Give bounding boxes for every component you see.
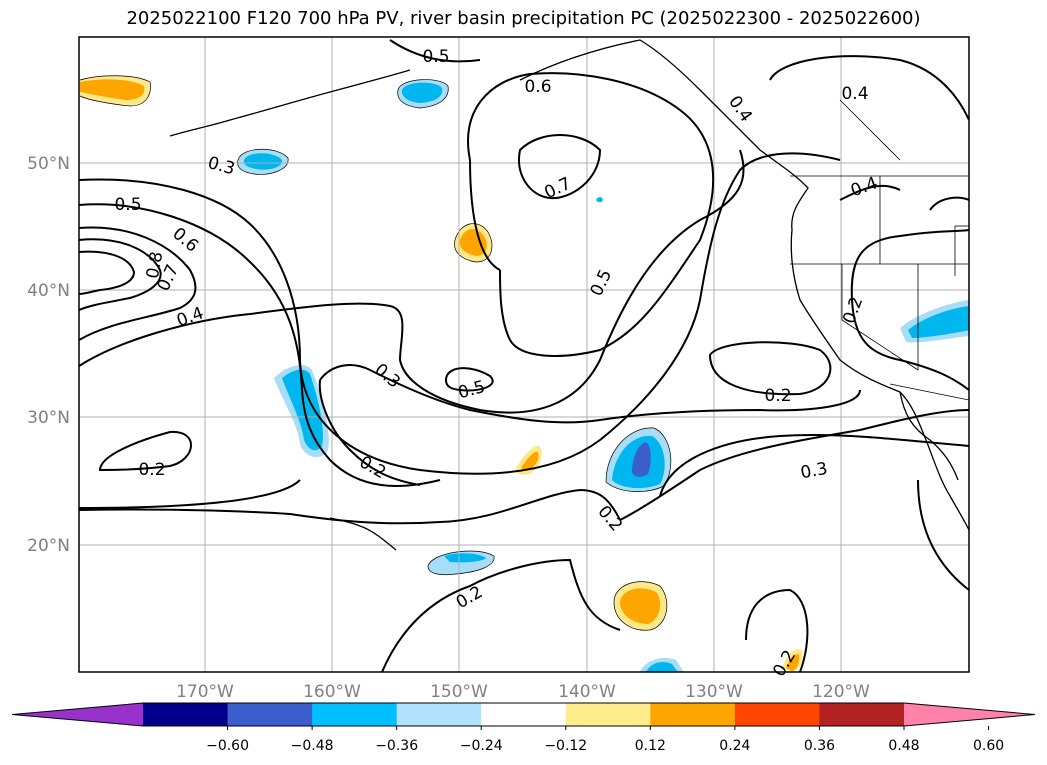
contour-line [917, 479, 969, 591]
colorbar-outline [11, 702, 1036, 727]
contour-line [467, 72, 715, 357]
contour-line [79, 479, 301, 509]
contour-line [79, 203, 441, 487]
colorbar-segment [143, 703, 229, 726]
contour-label: 0.4 [841, 84, 868, 104]
contour-line [769, 55, 969, 121]
contour-line [79, 152, 841, 475]
contour-line [850, 229, 969, 301]
shading-negative-strong [632, 442, 651, 477]
shading-negative [596, 197, 603, 203]
shading-negative [401, 82, 443, 103]
contour-line [79, 149, 745, 414]
lon-label: 130°W [685, 682, 743, 702]
contour-line [708, 341, 832, 396]
lat-axis: 50°N 40°N 30°N 20°N [27, 154, 70, 556]
north-america-coast [519, 39, 969, 531]
colorbar-tick-label: 0.60 [973, 738, 1004, 754]
colorbar-extend-min [12, 703, 143, 726]
colorbar-segment [312, 703, 398, 726]
lon-label: 150°W [430, 682, 488, 702]
lon-label: 160°W [303, 682, 361, 702]
colorbar-tick-label: 0.36 [804, 738, 835, 754]
colorbar-tick-label: 0.48 [888, 738, 919, 754]
contour-line [98, 430, 192, 472]
colorbar-tick-label: 0.24 [719, 738, 750, 754]
aleutian-islands [169, 69, 411, 137]
contour-label: 0.8 [143, 250, 167, 280]
contour-line [659, 433, 969, 497]
lat-label: 30°N [27, 408, 70, 428]
colorbar-tick-label: −0.12 [544, 738, 587, 754]
colorbar-tick-label: −0.48 [291, 738, 334, 754]
shading-positive [459, 229, 487, 256]
contour-line [79, 488, 621, 525]
shading-outlines [79, 75, 672, 631]
colorbar-segment [481, 703, 567, 726]
shading-negative [444, 553, 486, 563]
colorbar-segment [227, 703, 313, 726]
lon-label: 140°W [558, 682, 616, 702]
baja-coast [899, 391, 959, 481]
hawaii-islands [329, 517, 397, 551]
colorbar-segment [565, 703, 651, 726]
colorbar: −0.60 −0.48 −0.36 −0.24 −0.12 0.12 0.24 0.36 0.4… [11, 702, 1036, 754]
coastlines [169, 39, 969, 551]
lat-label: 40°N [27, 281, 70, 301]
shading-positive [786, 654, 800, 671]
contour-line [79, 250, 136, 295]
contour-line [79, 226, 197, 341]
lon-axis: 170°W 160°W 150°W 140°W 130°W 120°W [176, 682, 870, 702]
shading-positive [80, 79, 145, 100]
gridlines [79, 37, 969, 672]
contour-label: 0.6 [524, 77, 551, 97]
contour-label: 0.5 [114, 195, 141, 215]
contour-label: 0.5 [422, 47, 449, 67]
shading-positive [521, 451, 539, 471]
contour-line [745, 588, 809, 672]
colorbar-tick-label: −0.24 [460, 738, 503, 754]
colorbar-tick-label: −0.36 [375, 738, 418, 754]
shading-negative [243, 153, 283, 170]
colorbar-tick-label: −0.60 [206, 738, 249, 754]
contour-line [389, 39, 481, 63]
colorbar-tick-label: 0.12 [635, 738, 666, 754]
contour-line [319, 364, 861, 424]
contour-line [929, 196, 969, 211]
colorbar-segment [396, 703, 482, 726]
contour-line [839, 184, 901, 201]
contour-label: 0.2 [764, 386, 791, 406]
lat-label: 50°N [27, 154, 70, 174]
contour-line [444, 367, 494, 392]
contour-line [79, 238, 162, 311]
colorbar-extend-max [904, 703, 1035, 726]
lon-label: 120°W [812, 682, 870, 702]
colorbar-segment [650, 703, 736, 726]
colorbar-segment [819, 703, 905, 726]
shading-negative [908, 306, 969, 338]
contour-line [318, 379, 421, 486]
contour-label: 0.2 [138, 460, 165, 480]
shading-negative [646, 661, 678, 672]
shading-negative [282, 369, 323, 451]
map-area [79, 37, 969, 672]
lat-label: 20°N [27, 536, 70, 556]
pv-contours [79, 39, 969, 672]
plot-title: 2025022100 F120 700 hPa PV, river basin … [126, 8, 921, 29]
contour-label: 0.3 [799, 459, 829, 483]
colorbar-segment [734, 703, 820, 726]
borders [790, 99, 969, 401]
contour-line [381, 558, 621, 672]
contour-line [518, 134, 602, 200]
map-frame [78, 36, 970, 673]
contour-line [851, 299, 969, 391]
contour-line [469, 159, 501, 271]
shading-positive [620, 588, 661, 624]
lon-label: 170°W [176, 682, 234, 702]
